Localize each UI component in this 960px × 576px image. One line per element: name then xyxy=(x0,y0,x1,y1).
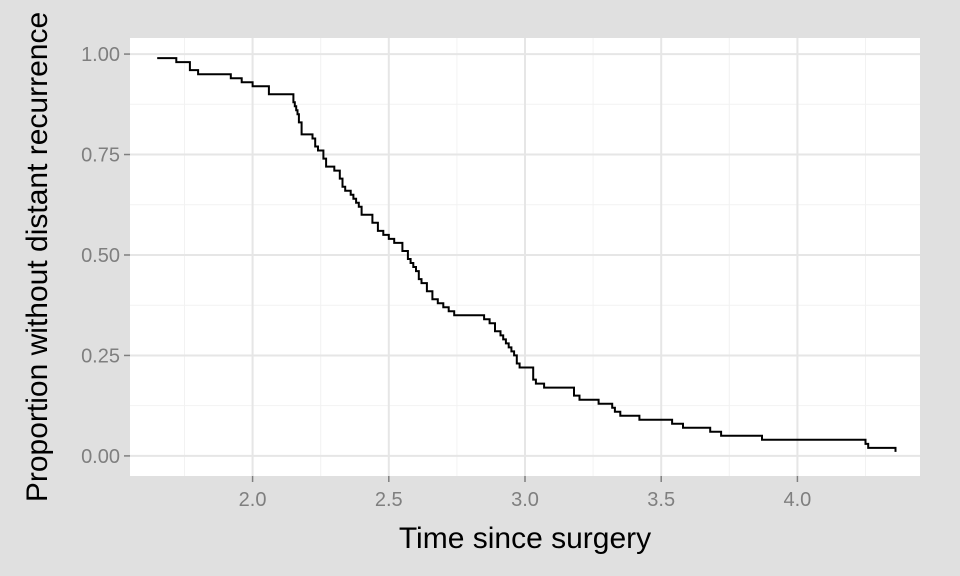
x-axis-tick-labels: 2.0 2.5 3.0 3.5 4.0 xyxy=(239,489,812,511)
x-tick-label: 4.0 xyxy=(784,489,812,511)
y-tick-label: 1.00 xyxy=(81,44,120,66)
y-axis-tick-labels: 0.00 0.25 0.50 0.75 1.00 xyxy=(81,44,120,468)
x-tick-label: 2.5 xyxy=(375,489,403,511)
survival-step-curve xyxy=(157,57,897,452)
x-tick-label: 3.5 xyxy=(647,489,675,511)
y-tick-label: 0.50 xyxy=(81,245,120,267)
x-tick-label: 2.0 xyxy=(239,489,267,511)
y-axis-title: Proportion without distant recurrence xyxy=(21,12,54,502)
x-tick-label: 3.0 xyxy=(511,489,539,511)
axis-ticks xyxy=(124,53,799,482)
y-tick-label: 0.00 xyxy=(81,446,120,468)
major-gridlines xyxy=(130,38,920,476)
y-tick-label: 0.75 xyxy=(81,145,120,167)
x-axis-title: Time since surgery xyxy=(399,522,651,555)
y-tick-label: 0.25 xyxy=(81,345,120,367)
